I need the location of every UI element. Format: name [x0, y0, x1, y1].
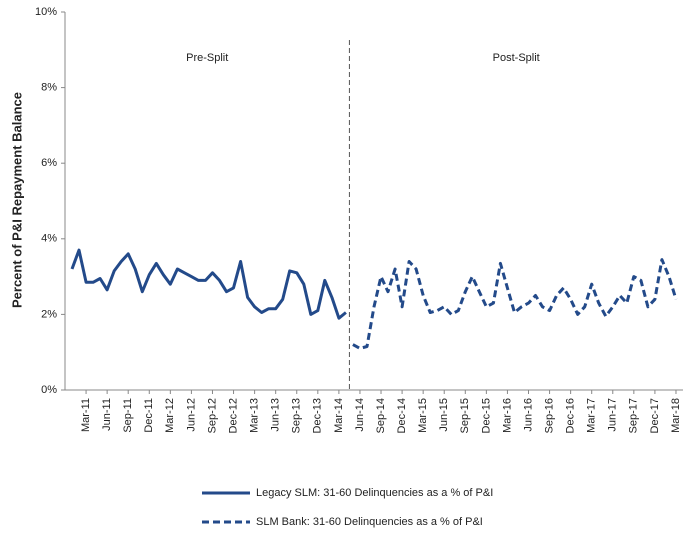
x-tick-label: Dec-15	[480, 398, 492, 433]
x-tick-label: Mar-18	[670, 398, 682, 433]
legend-label: Legacy SLM: 31-60 Delinquencies as a % o…	[256, 487, 493, 499]
x-tick-label: Mar-11	[80, 398, 92, 432]
x-tick-label: Jun-14	[354, 398, 366, 432]
x-tick-label: Mar-14	[333, 398, 345, 433]
x-tick-label: Mar-12	[164, 398, 176, 433]
x-tick-label: Jun-17	[607, 398, 619, 432]
x-tick-label: Jun-16	[522, 398, 534, 432]
x-tick-label: Sep-11	[122, 398, 134, 433]
series-line	[352, 258, 678, 350]
x-tick-label: Sep-17	[628, 398, 640, 433]
x-tick-label: Jun-12	[185, 398, 197, 432]
x-tick-label: Dec-13	[312, 398, 324, 433]
annotation: Post-Split	[493, 52, 540, 64]
legend-label: SLM Bank: 31-60 Delinquencies as a % of …	[256, 516, 483, 528]
y-tick-label: 4%	[41, 233, 57, 245]
x-tick-label: Mar-15	[417, 398, 429, 433]
x-tick-label: Sep-13	[291, 398, 303, 433]
y-tick-label: 0%	[41, 384, 57, 396]
x-tick-label: Sep-15	[459, 398, 471, 433]
x-tick-label: Dec-14	[396, 398, 408, 433]
x-tick-label: Dec-11	[143, 398, 155, 433]
x-tick-label: Sep-12	[206, 398, 218, 433]
y-tick-label: 6%	[41, 157, 57, 169]
x-tick-label: Mar-16	[501, 398, 513, 433]
series-line	[70, 248, 347, 320]
x-tick-label: Sep-14	[375, 398, 387, 433]
x-tick-label: Jun-15	[438, 398, 450, 432]
y-tick-label: 10%	[35, 6, 57, 18]
annotation: Pre-Split	[186, 52, 228, 64]
y-axis-title: Percent of P&I Repayment Balance	[9, 92, 24, 308]
x-tick-label: Jun-13	[270, 398, 282, 432]
y-tick-label: 2%	[41, 308, 57, 320]
x-tick-label: Dec-12	[227, 398, 239, 433]
x-tick-label: Mar-13	[249, 398, 261, 433]
y-tick-label: 8%	[41, 82, 57, 94]
x-tick-label: Jun-11	[101, 398, 113, 431]
x-tick-label: Sep-16	[543, 398, 555, 433]
x-tick-label: Dec-16	[565, 398, 577, 433]
x-tick-label: Dec-17	[649, 398, 661, 433]
x-tick-label: Mar-17	[586, 398, 598, 433]
